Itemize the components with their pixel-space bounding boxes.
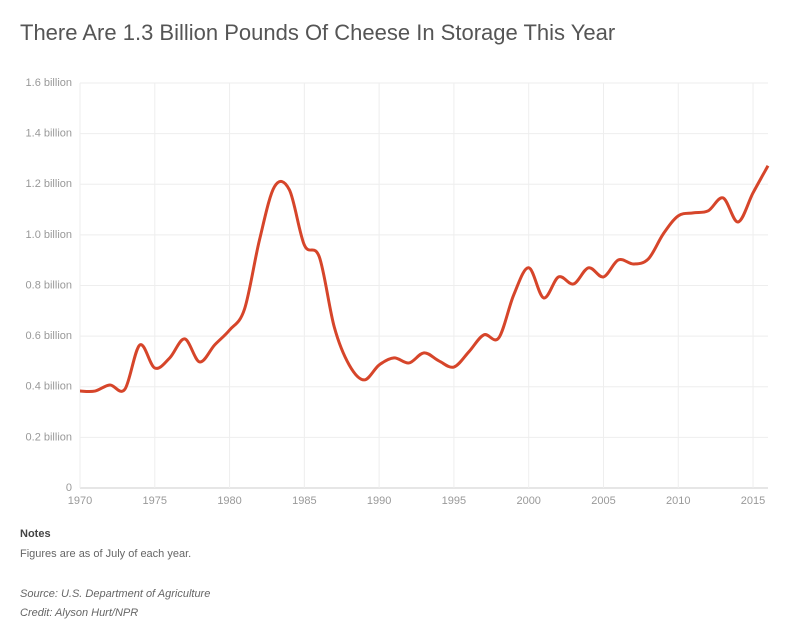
x-tick-label: 1980	[217, 495, 241, 507]
x-tick-label: 1985	[292, 495, 316, 507]
y-tick-label: 1.2 billion	[26, 178, 72, 190]
x-tick-label: 1990	[367, 495, 391, 507]
y-tick-label: 0.6 billion	[26, 330, 72, 342]
line	[79, 165, 770, 393]
x-tick-label: 1975	[143, 495, 167, 507]
y-tick-label: 0.8 billion	[26, 279, 72, 291]
chart: There Are 1.3 Billion Pounds Of Cheese I…	[20, 20, 770, 507]
x-tick-label: 1995	[442, 495, 466, 507]
chart-title: There Are 1.3 Billion Pounds Of Cheese I…	[20, 20, 615, 45]
x-tick-label: 1970	[68, 495, 92, 507]
y-tick-label: 1.4 billion	[26, 128, 72, 140]
y-tick-label: 1.0 billion	[26, 229, 72, 241]
x-tick-label: 2010	[666, 495, 690, 507]
credit: Credit: Alyson Hurt/NPR	[20, 607, 139, 619]
y-tick-label: 0	[66, 482, 72, 494]
x-tick-label: 2000	[516, 495, 540, 507]
notes-text: Figures are as of July of each year.	[20, 548, 192, 560]
y-tick-label: 0.2 billion	[26, 431, 72, 443]
y-tick-label: 0.4 billion	[26, 381, 72, 393]
notes-heading: Notes	[20, 528, 51, 540]
y-tick-label: 1.6 billion	[26, 77, 72, 89]
source: Source: U.S. Department of Agriculture	[20, 588, 211, 600]
x-tick-label: 2005	[591, 495, 615, 507]
x-tick-label: 2015	[741, 495, 765, 507]
